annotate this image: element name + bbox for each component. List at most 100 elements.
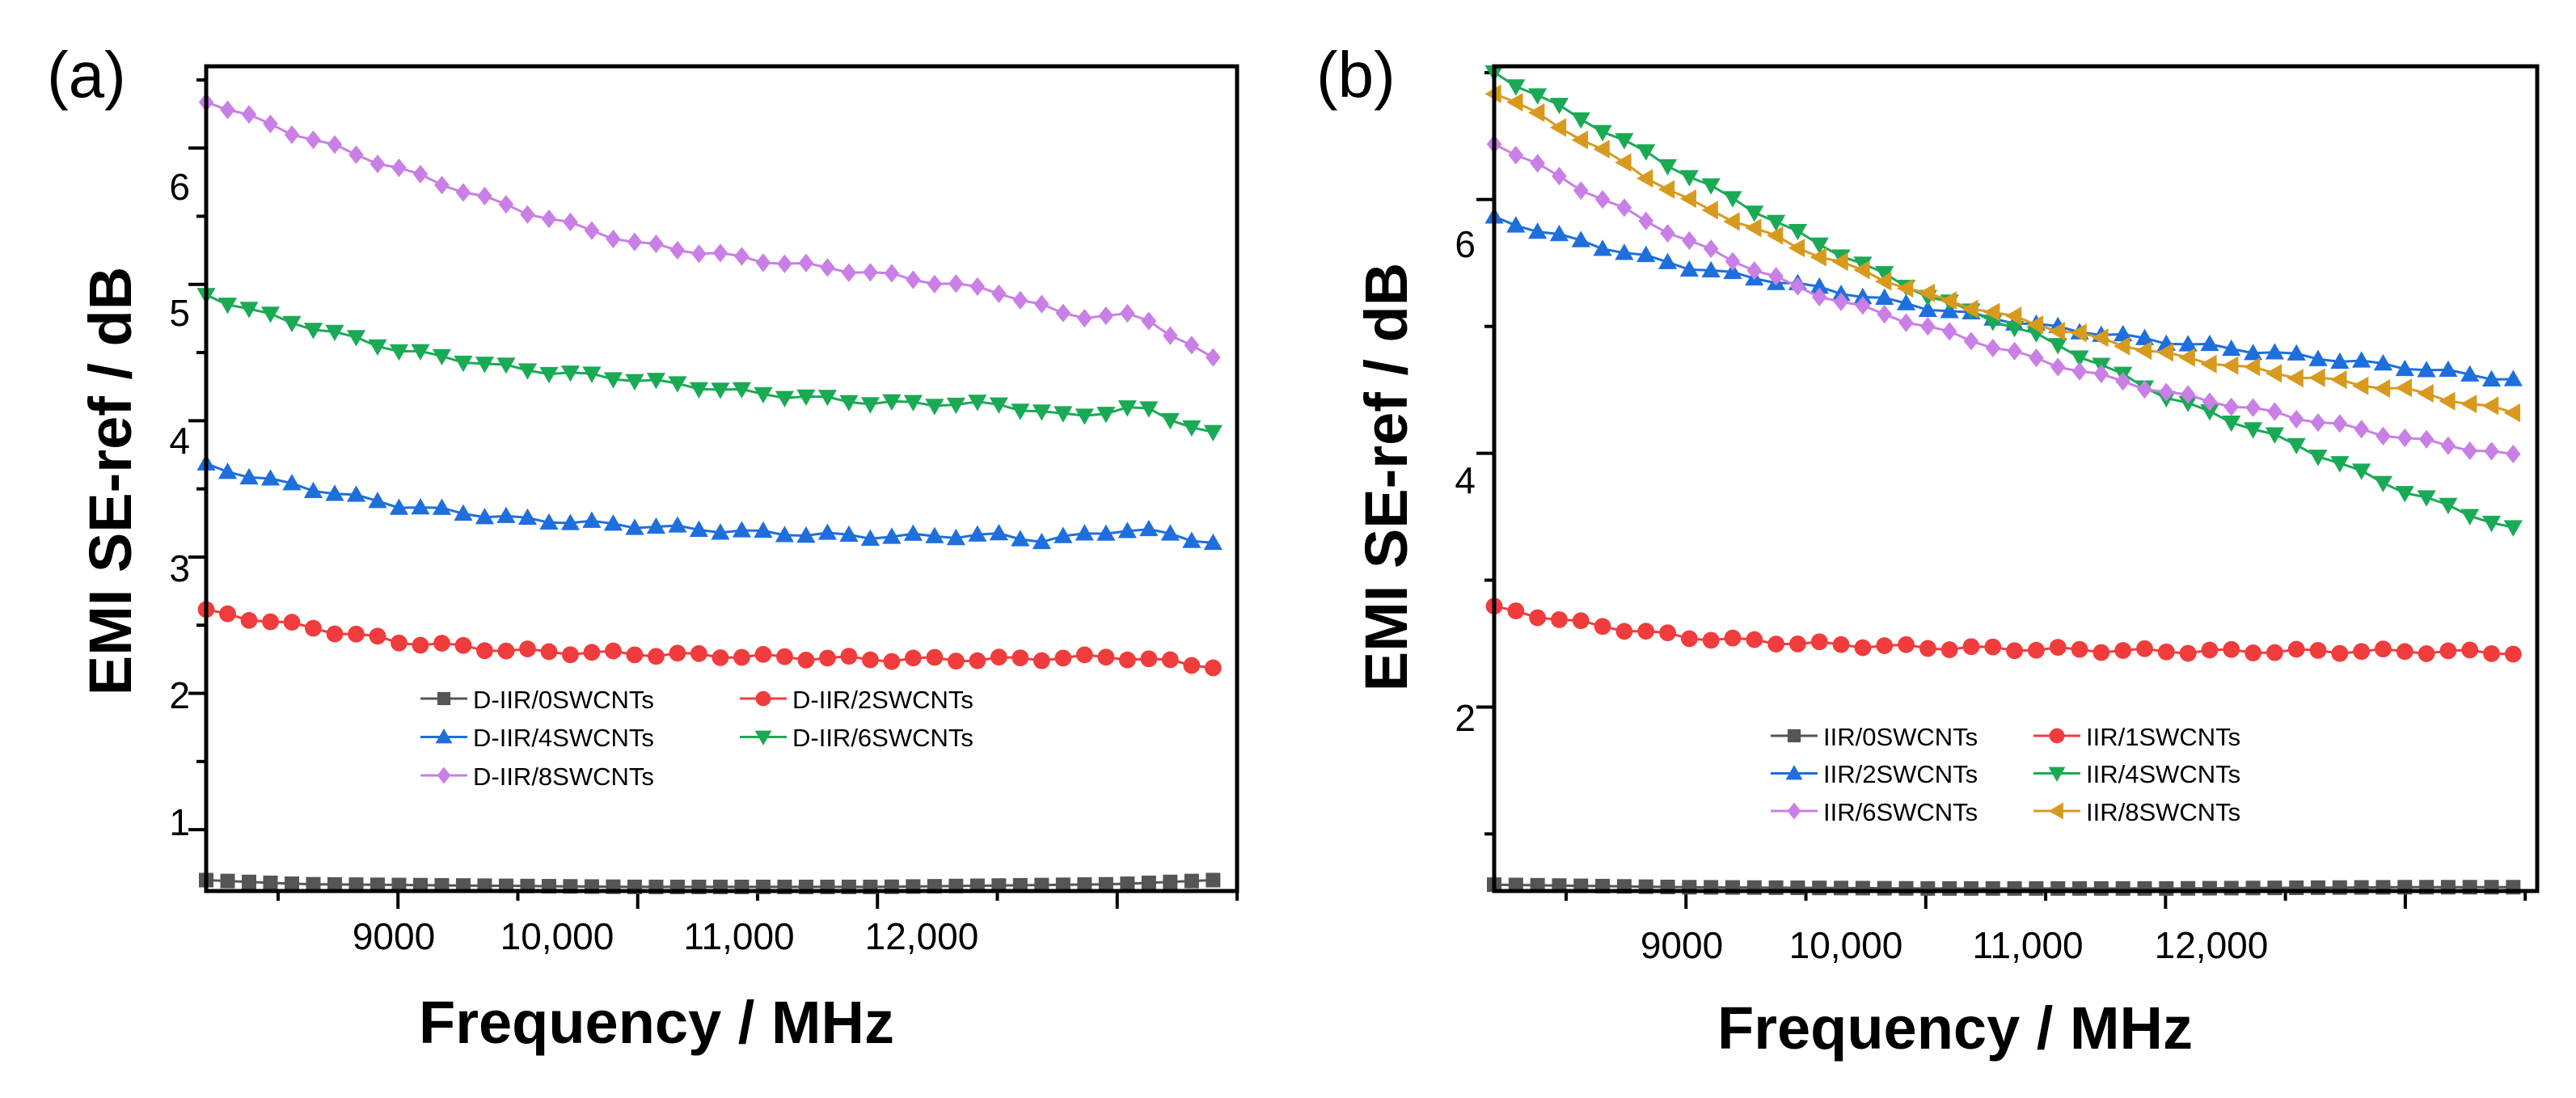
- panel-b-data-point: [2137, 379, 2152, 399]
- panel-a-data-point: [1034, 877, 1049, 893]
- panel-b-data-point: [2179, 644, 2197, 662]
- panel-b-data-point: [2373, 353, 2393, 371]
- panel-a-data-point: [541, 209, 557, 229]
- panel-a-data-point: [583, 644, 601, 661]
- panel-b-data-point: [2026, 315, 2044, 335]
- panel-b-data-point: [2375, 426, 2391, 446]
- panel-a-data-point: [411, 497, 430, 515]
- panel-b-data-point: [2070, 350, 2089, 367]
- panel-a-data-point: [368, 492, 387, 509]
- panel-b-data-point: [2178, 395, 2198, 412]
- panel-a-data-point: [969, 652, 986, 669]
- panel-b-data-point: [1810, 247, 1826, 267]
- panel-b-data-point: [1788, 239, 1805, 258]
- panel-b-data-point: [2135, 328, 2155, 345]
- panel-b-data-point: [1896, 278, 1914, 298]
- panel-a-x-tick-label: 12,000: [865, 915, 979, 957]
- panel-b-data-point: [2049, 639, 2067, 657]
- panel-b-data-point: [2353, 643, 2371, 661]
- panel-a-data-point: [904, 649, 922, 667]
- panel-b-data-point: [1679, 260, 1699, 277]
- panel-b: (b) Frequency / MHz EMI SE-ref / dB 9000…: [1316, 39, 2540, 1062]
- panel-b-data-point: [2245, 881, 2261, 896]
- panel-a-x-tick-labels: 9000 10,000 11,000 12,000: [353, 915, 979, 957]
- panel-a-data-point: [434, 877, 450, 893]
- panel-a-data-point: [562, 646, 579, 664]
- panel-b-data-point: [2439, 497, 2458, 515]
- panel-a-data-point: [926, 648, 944, 666]
- panel-b-data-point: [2136, 640, 2153, 657]
- panel-b-data-point: [2092, 328, 2109, 348]
- panel-b-data-point: [1658, 179, 1675, 199]
- panel-b-data-point: [2265, 343, 2284, 360]
- panel-a-data-point: [520, 205, 535, 224]
- panel-a-y-axis-title: EMI SE-ref / dB: [77, 267, 144, 695]
- panel-b-data-point: [2287, 437, 2306, 455]
- panel-a-data-point: [1141, 311, 1157, 331]
- panel-b-data-point: [2288, 409, 2304, 429]
- panel-a-data-point: [325, 484, 344, 501]
- panel-a-data-point: [434, 175, 450, 195]
- panel-b-data-point: [1528, 88, 1548, 105]
- panel-b-data-point: [1810, 633, 1828, 651]
- panel-b-data-point: [1876, 637, 1894, 654]
- panel-b-x-tick-label: 9000: [1641, 924, 1723, 966]
- panel-b-data-point: [2115, 372, 2130, 391]
- panel-b-data-point: [2352, 376, 2369, 395]
- panel-b-data-point: [1811, 287, 1827, 306]
- panel-a-data-point: [389, 344, 409, 361]
- panel-a-data-point: [755, 253, 771, 272]
- panel-b-data-point: [1636, 168, 1653, 188]
- panel-a-data-point: [860, 529, 880, 546]
- panel-a-data-point: [560, 365, 581, 382]
- panel-a-x-tick-label: 11,000: [683, 915, 794, 957]
- panel-a-data-point: [1054, 526, 1073, 543]
- panel-a-data-point: [220, 100, 235, 120]
- panel-b-data-point: [2417, 383, 2434, 403]
- panel-a-data-point: [412, 877, 428, 893]
- panel-a-data-point: [625, 518, 644, 535]
- panel-a-data-point: [239, 302, 259, 319]
- panel-b-data-point: [1919, 640, 1936, 657]
- panel-b-data-point: [2483, 645, 2500, 662]
- panel-a-data-point: [732, 382, 752, 399]
- panel-b-data-point: [2159, 382, 2174, 402]
- panel-a-data-point: [240, 611, 258, 629]
- panel-a-data-point: [432, 348, 452, 366]
- panel-b-data-point: [1962, 638, 1980, 656]
- panel-b-data-point: [1679, 170, 1699, 187]
- panel-b-data-point: [2222, 415, 2241, 433]
- panel-a-data-point: [1032, 404, 1051, 421]
- panel-b-data-point: [2223, 397, 2240, 416]
- panel-b-data-point: [1638, 211, 1653, 230]
- panel-b-data-point: [1940, 641, 1958, 658]
- panel-b-data-point: [2027, 641, 2045, 659]
- panel-a-data-point: [648, 234, 664, 254]
- panel-a-data-point: [796, 389, 816, 407]
- panel-b-data-point: [1855, 296, 1871, 315]
- panel-b-data-point: [2354, 420, 2369, 439]
- panel-a-data-point: [539, 513, 559, 530]
- panel-a-data-point: [627, 232, 643, 251]
- panel-b-x-tick-label: 11,000: [1972, 924, 2083, 966]
- panel-a-data-point: [326, 625, 344, 643]
- panel-a-data-point: [1120, 303, 1135, 323]
- panel-b-data-point: [1506, 79, 1526, 96]
- panel-a-data-point: [1096, 524, 1116, 541]
- panel-b-data-point: [1985, 338, 2001, 358]
- panel-b-data-point: [2309, 641, 2327, 659]
- panel-a-data-point: [625, 374, 644, 391]
- panel-b-data-point: [1832, 636, 1850, 653]
- panel-a-y-tick-label: 5: [169, 292, 190, 334]
- panel-b-data-point: [1767, 636, 1785, 652]
- panel-b-data-point: [1615, 133, 1634, 150]
- panel-a-data-point: [433, 635, 450, 652]
- panel-b-data-point: [1682, 230, 1697, 251]
- panel-b-data-point: [2093, 881, 2109, 896]
- panel-a-data-point: [519, 640, 536, 657]
- panel-a-data-point: [346, 330, 366, 347]
- panel-a-data-point: [839, 395, 859, 412]
- panel-b-data-point: [2417, 361, 2436, 378]
- panel-b-data-point: [1703, 239, 1719, 259]
- panel-a-data-point: [370, 154, 386, 174]
